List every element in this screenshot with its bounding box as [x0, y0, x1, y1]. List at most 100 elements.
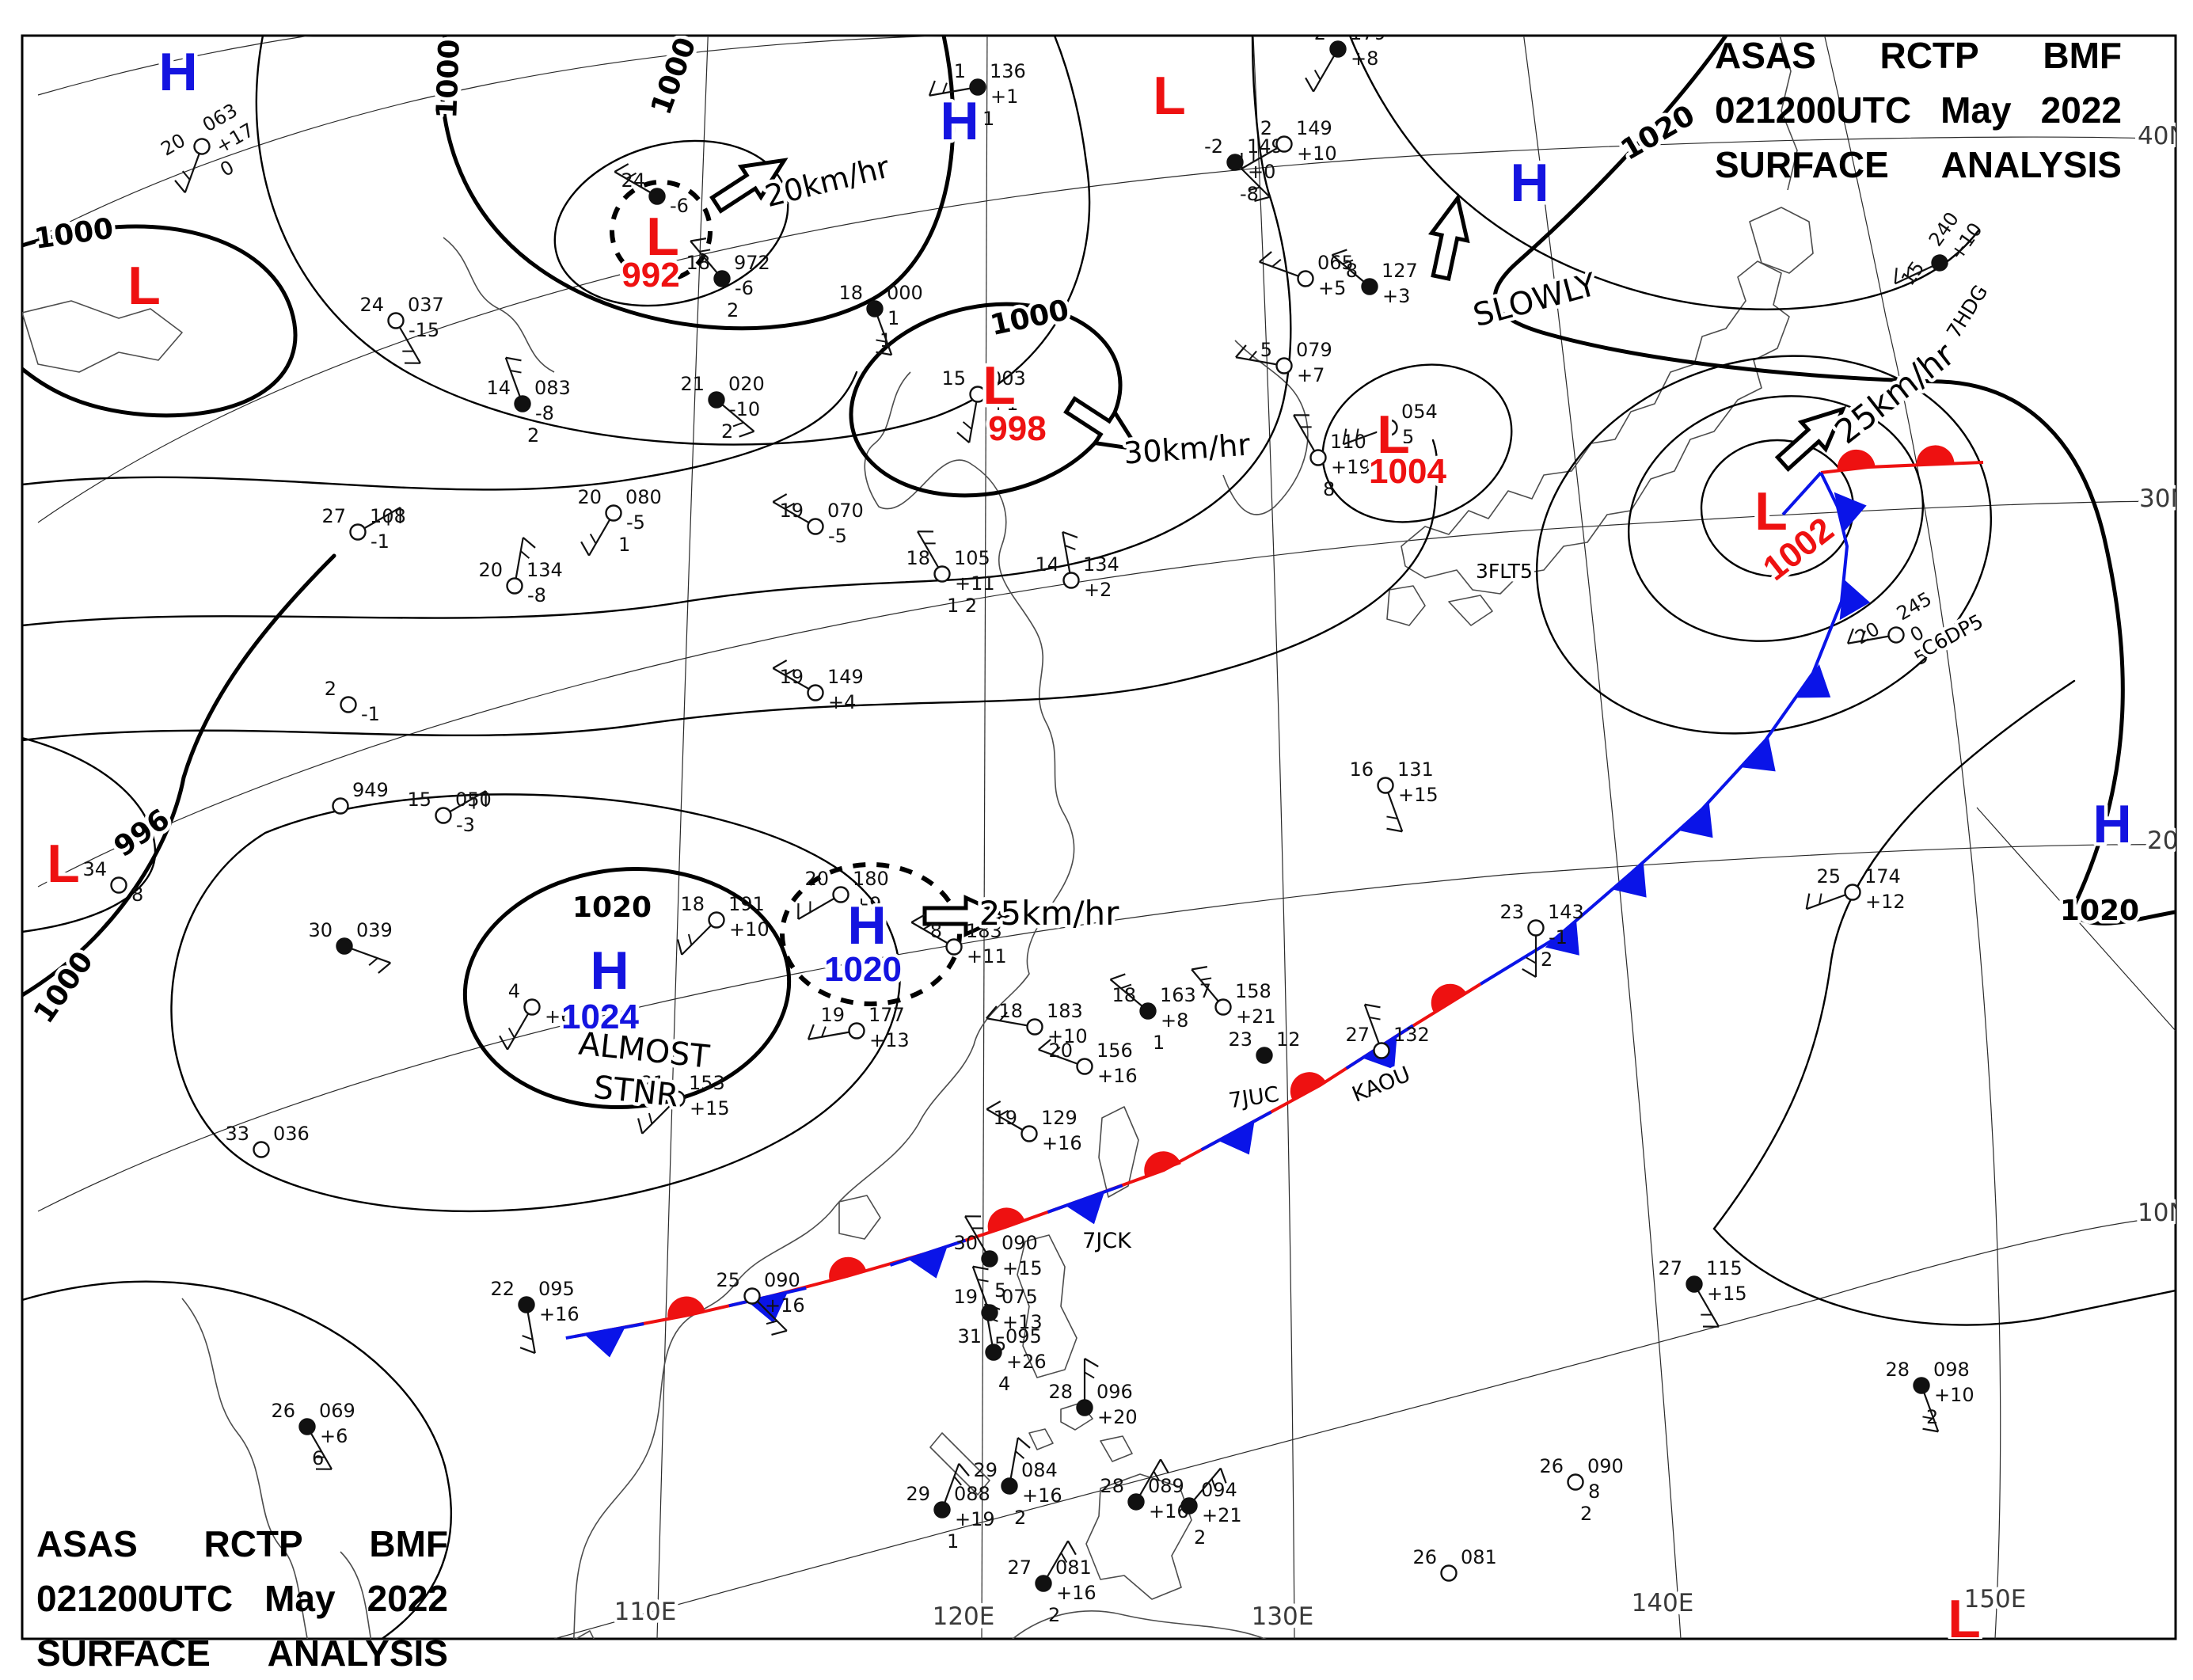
low-center-symbol: L [646, 207, 679, 267]
station-temperature: 5 [1260, 339, 1272, 361]
map-frame [21, 34, 2177, 1640]
station-circle-icon [866, 300, 884, 317]
station-plot: 28 098 +102 [1885, 1359, 1974, 1433]
station-extra: 1 [947, 1530, 959, 1553]
station-temperature: 19 [993, 1107, 1017, 1129]
station-temperature: 20 [1048, 1040, 1073, 1062]
wind-barb-icon [1235, 344, 1247, 358]
wind-barb-icon [772, 493, 788, 503]
isobar [22, 1280, 453, 1639]
station-dewpoint: +7 [1297, 364, 1325, 386]
station-pressure: 096 [1096, 1381, 1133, 1403]
station-dewpoint: +9 [853, 893, 881, 915]
wind-barb-icon [1067, 1540, 1077, 1556]
station-dewpoint: -1 [1549, 926, 1568, 948]
wind-barb-icon [953, 1476, 962, 1486]
warm-front-symbol [1916, 445, 1955, 466]
station-circle-icon [708, 911, 725, 929]
station-plot: 27 081 +162 [1007, 1540, 1096, 1626]
station-temperature: 22 [490, 1278, 515, 1300]
station-pressure: 136 [990, 60, 1026, 82]
movement-arrow-icon [709, 158, 789, 214]
station-circle-icon [1931, 254, 1948, 272]
low-center-symbol: L [127, 256, 161, 316]
station-temperature: 26 [1539, 1455, 1564, 1477]
stationary-front-cold-symbol [584, 1327, 625, 1358]
wind-barb-icon [1060, 1552, 1068, 1563]
station-plot: 26 081 [1412, 1546, 1497, 1582]
station-plot: 19 075 +13 5 [953, 1265, 1043, 1355]
station-temperature: 28 [1100, 1475, 1124, 1497]
station-extra: 2 [527, 424, 539, 447]
station-temperature: 18 [906, 547, 930, 569]
isobar [439, 36, 956, 331]
station-plot: 21 153 +15 [637, 1072, 730, 1135]
wind-barb-icon [1219, 1468, 1227, 1484]
station-pressure: 036 [273, 1123, 310, 1145]
wind-barb-icon [1313, 70, 1321, 81]
station-dewpoint: +8 [1161, 1009, 1188, 1032]
station-pressure: 143 [1548, 901, 1584, 923]
station-plot: 24 -6 [614, 163, 689, 217]
wind-barb-icon [977, 1279, 989, 1283]
station-pressure: 110 [1330, 431, 1366, 453]
station-dewpoint: +8 [1351, 48, 1378, 70]
isobar [22, 36, 1292, 627]
station-extra: 1 2 [947, 595, 977, 617]
station-dewpoint: -5 [626, 511, 645, 534]
station-pressure: 054 [1401, 401, 1438, 423]
station-temperature: 25 [716, 1269, 740, 1291]
station-temperature: 14 [1035, 553, 1059, 576]
station-extra: 2 [1048, 1604, 1060, 1626]
station-plot: 20 156 +16 [1038, 1039, 1138, 1087]
front-line-occluded-tail [1781, 471, 1822, 516]
isobar [1492, 36, 2176, 926]
station-extra: 1 [618, 534, 630, 556]
station-temperature: 30 [308, 919, 333, 941]
movement-dashed-circle [610, 180, 713, 283]
station-circle-icon [349, 523, 367, 541]
station-circle-icon [1139, 1002, 1157, 1020]
wind-barb-icon [625, 172, 637, 180]
station-pressure: 070 [827, 500, 864, 522]
title-word: SURFACE [1715, 144, 1889, 185]
station-pressure: 037 [408, 294, 444, 316]
wind-barb-icon [1860, 630, 1866, 642]
station-temperature: 4 [508, 980, 520, 1002]
wind-barb-icon [1355, 428, 1359, 440]
station-pressure: 177 [868, 1004, 905, 1026]
low-center-symbol: L [1754, 481, 1788, 542]
title-word: May [1940, 89, 2012, 131]
station-circle-icon [1844, 884, 1861, 901]
coastline [443, 237, 555, 373]
latitude-line [37, 500, 2176, 888]
station-circle-icon [1440, 1564, 1458, 1582]
station-temperature: 28 [1048, 1381, 1073, 1403]
station-temperature: -2 [1204, 135, 1223, 158]
station-circle-icon [969, 386, 986, 403]
wind-barb-icon [1038, 1039, 1051, 1051]
station-extra: 2 [1926, 1406, 1938, 1428]
latitude-line [37, 844, 2176, 1212]
station-plot: 8 127 +3 [1331, 249, 1418, 307]
high-center-symbol: H [940, 91, 979, 151]
wind-barb-icon [1084, 1371, 1095, 1379]
coastline [1749, 207, 1814, 274]
cold-front-symbol [1678, 803, 1713, 838]
title-word: ANALYSIS [1940, 144, 2122, 185]
station-pressure: 131 [1397, 758, 1434, 781]
coastline [1085, 1473, 1192, 1600]
station-dewpoint: +15 [1707, 1283, 1747, 1305]
station-circle-icon [506, 577, 523, 595]
wind-barb-icon [999, 1011, 1008, 1021]
station-circle-icon [668, 1090, 686, 1108]
title-line-3: SURFACE ANALYSIS [36, 1626, 448, 1680]
wind-barb-icon [1332, 249, 1347, 257]
title-word: ANALYSIS [267, 1632, 448, 1674]
station-circle-icon [1686, 1275, 1703, 1293]
station-extra: 2 [1580, 1503, 1592, 1525]
station-pressure: 089 [1148, 1475, 1184, 1497]
station-pressure: 090 [764, 1269, 800, 1291]
station-pressure: 079 [1296, 339, 1332, 361]
wind-barb-icon [499, 1035, 508, 1051]
